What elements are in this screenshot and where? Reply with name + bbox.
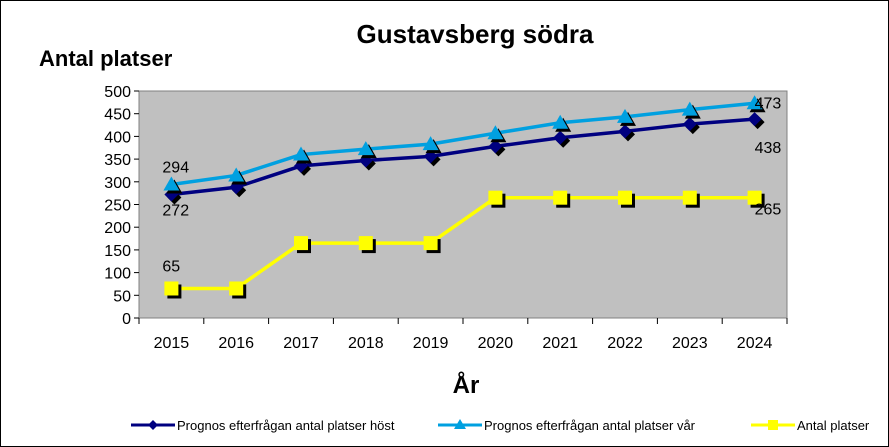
data-point [747,190,762,205]
axes: 0 50 100 150 200 250 300 350 400 450 500 2015 2016 20… [104,84,788,352]
data-point [747,112,762,127]
y-tick-label: 0 [122,311,131,328]
x-tick-label: 2023 [672,335,708,352]
data-label: 272 [162,203,189,220]
legend-swatch-marker [148,420,158,430]
legend-item: Prognos efterfrågan antal platser höst [131,418,395,433]
legend-label: Prognos efterfrågan antal platser vår [484,418,696,433]
y-tick-label: 400 [104,129,131,146]
legend-item: Antal platser [751,418,870,433]
data-point [164,281,179,296]
legend-swatch-marker [768,420,778,430]
x-tick-label: 2019 [413,335,449,352]
y-tick-label: 150 [104,243,131,260]
data-point [553,130,568,145]
data-point [746,95,763,110]
y-tick-label: 250 [104,198,131,215]
x-tick-label: 2017 [283,335,319,352]
data-point [488,190,503,205]
data-point [618,190,632,205]
data-point [618,124,632,139]
series-line [171,195,755,291]
data-point [294,236,308,251]
legend-item: Prognos efterfrågan antal platser vår [438,418,696,433]
chart-title: Gustavsberg södra [357,19,595,49]
data-point [358,236,373,251]
legend: Prognos efterfrågan antal platser höst Pr… [131,418,870,433]
data-point [681,101,698,116]
series-line [171,101,755,187]
y-axis-label: Antal platser [39,46,173,71]
data-point [553,190,568,205]
y-tick-label: 100 [104,266,131,283]
data-point [682,190,697,205]
data-point [552,114,569,129]
x-tick-label: 2020 [478,335,514,352]
x-tick-label: 2024 [737,335,773,352]
data-label: 438 [755,140,782,157]
data-label: 294 [162,160,189,177]
data-point [488,139,503,154]
data-label: 265 [755,202,782,219]
data-point [293,146,309,161]
x-tick-label: 2021 [542,335,578,352]
series-triangle: 294 473 [162,95,782,194]
x-tick-label: 2018 [348,335,384,352]
x-axis-label: År [453,371,480,399]
legend-label: Prognos efterfrågan antal platser höst [177,418,395,433]
data-label: 65 [162,258,180,275]
data-label: 473 [755,95,782,112]
data-point [423,236,438,251]
series-layer: 272 438 294 473 65 265 [162,95,782,299]
data-point [228,167,245,182]
data-point [422,136,439,151]
x-tick-label: 2016 [218,335,254,352]
y-tick-label: 300 [104,175,131,192]
series-square: 65 265 [162,190,782,299]
legend-swatch-marker [454,419,466,429]
y-tick-label: 500 [104,84,131,101]
x-tick-label: 2015 [154,335,190,352]
data-point [229,281,244,296]
y-tick-label: 200 [104,220,131,237]
data-point [357,141,374,156]
legend-label: Antal platser [797,418,870,433]
y-tick-label: 350 [104,152,131,169]
data-point [163,176,180,191]
x-tick-label: 2022 [607,335,643,352]
y-tick-label: 450 [104,107,131,124]
data-point [682,117,697,132]
series-line [171,117,755,197]
data-point [487,125,504,140]
data-point [617,108,633,123]
y-tick-label: 50 [113,288,131,305]
